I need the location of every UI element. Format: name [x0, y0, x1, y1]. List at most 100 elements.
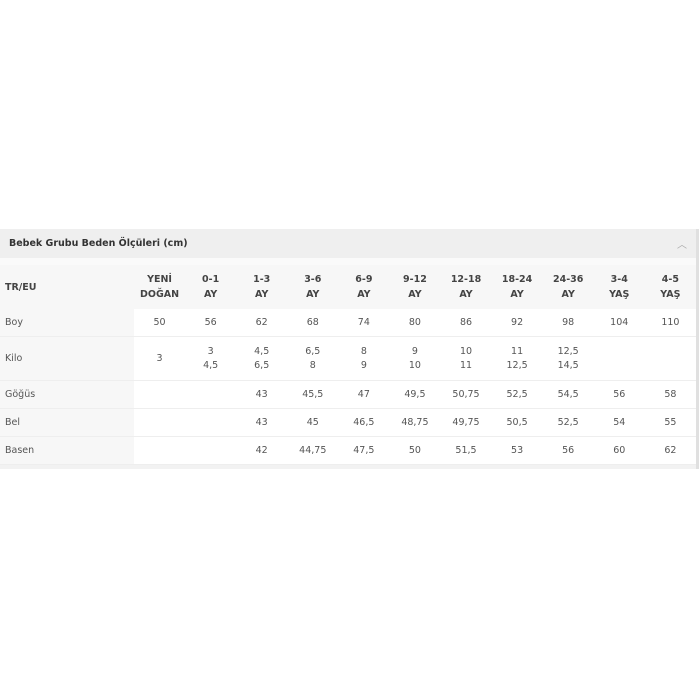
- cell-value: 6,5: [254, 359, 270, 371]
- cell-value: 47: [357, 388, 370, 400]
- cell-value: 51,5: [455, 444, 477, 456]
- table-cell: [134, 408, 186, 437]
- table-cell: 46,5: [338, 408, 390, 437]
- cell-value: 8: [309, 359, 316, 371]
- column-header-line: YAŞ: [609, 289, 630, 300]
- table-cell: 56: [593, 380, 645, 409]
- cell-value: 42: [255, 444, 268, 456]
- cell-value: 104: [610, 316, 629, 328]
- table-cell: 4,5 6,5: [236, 336, 288, 381]
- column-header-line: 24-36: [552, 274, 584, 285]
- cell-value: 14,5: [557, 359, 579, 371]
- table-row: Kilo 3 3 4,5 4,5 6,5 6,5 8 8 9 9 10 10 11 11 12,5 12,5 14…: [0, 336, 696, 381]
- cell-value: 45: [306, 416, 319, 428]
- table-cell: 49,5: [389, 380, 441, 409]
- cell-value: 56: [562, 444, 575, 456]
- cell-value: 10: [459, 345, 473, 357]
- table-row: Bel 43 45 46,5 48,75 49,75 50,5 52,5 54 55: [0, 408, 696, 437]
- table-cell: 10 11: [440, 336, 492, 381]
- column-header-line: 12-18: [450, 274, 482, 285]
- cell-value: 11: [459, 359, 473, 371]
- row-label: Göğüs: [0, 380, 134, 409]
- cell-value: 55: [664, 416, 677, 428]
- size-chart-panel: Bebek Grubu Beden Ölçüleri (cm) ︿ TR/EU Y…: [0, 229, 696, 469]
- column-header: 1-3 AY: [236, 265, 288, 309]
- cell-value: 68: [306, 316, 319, 328]
- column-header-line: AY: [357, 289, 371, 300]
- cell-value: 60: [613, 444, 626, 456]
- column-header: 24-36 AY: [542, 265, 594, 309]
- column-header: 3-6 AY: [287, 265, 339, 309]
- cell-value: 44,75: [299, 444, 327, 456]
- cell-value: 52,5: [506, 388, 528, 400]
- cell-value: 4,5: [203, 359, 219, 371]
- table-cell: 11 12,5: [491, 336, 543, 381]
- table-cell: 6,5 8: [287, 336, 339, 381]
- table-row: Basen 42 44,75 47,5 50 51,5 53 56 60 62: [0, 436, 696, 465]
- cell-value: 12,5: [506, 359, 528, 371]
- table-cell: 12,5 14,5: [542, 336, 594, 381]
- cell-value: 62: [255, 316, 268, 328]
- table-cell: 68: [287, 309, 339, 337]
- cell-value: 49,5: [404, 388, 426, 400]
- table-cell: 110: [644, 309, 696, 337]
- corner-header: TR/EU: [0, 265, 134, 309]
- table-cell: 3: [134, 336, 186, 381]
- size-table: TR/EU YENİ DOĞAN 0-1 AY 1-3 AY 3-6 AY 6-9 AY 9-12 AY…: [0, 265, 696, 465]
- cell-value: 50,5: [506, 416, 528, 428]
- table-row: Göğüs 43 45,5 47 49,5 50,75 52,5 54,5 56 58: [0, 380, 696, 409]
- cell-value: 11: [511, 345, 524, 357]
- cell-value: 43: [255, 388, 268, 400]
- cell-value: 110: [661, 316, 680, 328]
- table-cell: [185, 408, 237, 437]
- table-cell: 55: [644, 408, 696, 437]
- table-cell: 49,75: [440, 408, 492, 437]
- panel-title: Bebek Grubu Beden Ölçüleri (cm): [9, 238, 188, 249]
- cell-value: 45,5: [302, 388, 324, 400]
- cell-value: 86: [459, 316, 473, 328]
- table-cell: 62: [236, 309, 288, 337]
- table-cell: [134, 380, 186, 409]
- table-cell: 43: [236, 380, 288, 409]
- column-header-line: AY: [255, 289, 269, 300]
- table-cell: [593, 336, 645, 381]
- column-header-line: 0-1: [202, 274, 220, 285]
- cell-value: 58: [664, 388, 677, 400]
- cell-value: 74: [357, 316, 370, 328]
- column-header-line: AY: [306, 289, 320, 300]
- cell-value: 3: [207, 345, 214, 357]
- table-cell: 50,75: [440, 380, 492, 409]
- accordion-header[interactable]: Bebek Grubu Beden Ölçüleri (cm) ︿: [0, 229, 696, 258]
- cell-value: 56: [204, 316, 217, 328]
- table-cell: 86: [440, 309, 492, 337]
- cell-value: 3: [156, 352, 163, 364]
- cell-value: 62: [664, 444, 677, 456]
- table-cell: 80: [389, 309, 441, 337]
- cell-value: 54,5: [557, 388, 579, 400]
- row-label: Basen: [0, 436, 134, 465]
- cell-value: 52,5: [557, 416, 579, 428]
- column-header-line: YAŞ: [660, 289, 681, 300]
- table-cell: 62: [644, 436, 696, 465]
- column-header: 4-5 YAŞ: [644, 265, 696, 309]
- table-cell: [185, 380, 237, 409]
- row-label: Bel: [0, 408, 134, 437]
- chevron-up-icon[interactable]: ︿: [677, 240, 687, 251]
- table-cell: 56: [185, 309, 237, 337]
- column-header-line: AY: [459, 289, 473, 300]
- column-header: 6-9 AY: [338, 265, 390, 309]
- table-cell: 47: [338, 380, 390, 409]
- table-cell: 98: [542, 309, 594, 337]
- table-cell: 47,5: [338, 436, 390, 465]
- table-cell: 50: [134, 309, 186, 337]
- column-header-line: AY: [408, 289, 422, 300]
- scrollbar[interactable]: [696, 229, 699, 469]
- cell-value: 54: [613, 416, 626, 428]
- cell-value: 53: [511, 444, 524, 456]
- cell-value: 9: [411, 345, 418, 357]
- column-header-line: 1-3: [253, 274, 271, 285]
- table-cell: [185, 436, 237, 465]
- cell-value: 8: [360, 345, 367, 357]
- cell-value: 12,5: [557, 345, 579, 357]
